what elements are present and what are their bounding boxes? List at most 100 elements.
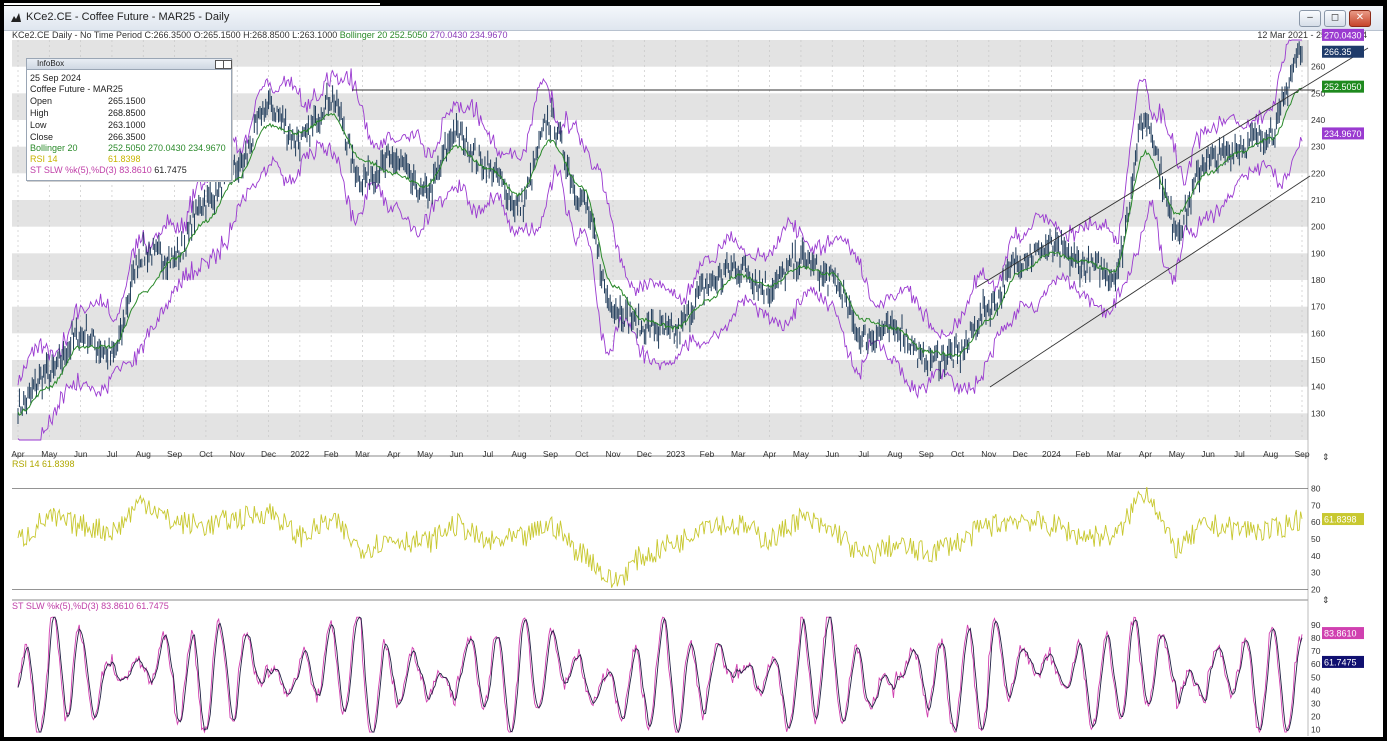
top-border <box>0 0 1387 6</box>
rsi-tick-label: 50 <box>1311 534 1321 544</box>
upper-band-badge: 270.0430 <box>1324 30 1362 40</box>
infobox-stoch-value: 83.8610 <box>119 165 152 175</box>
month-label: May <box>41 449 58 459</box>
bottom-border <box>0 737 1387 741</box>
window-titlebar[interactable]: KCe2.CE - Coffee Future - MAR25 - Daily … <box>4 6 1383 31</box>
right-border <box>1383 0 1387 741</box>
chart-info-line: KCe2.CE Daily - No Time Period C:266.350… <box>12 30 507 40</box>
lower-band-badge: 234.9670 <box>1324 129 1362 139</box>
month-label: Jul <box>107 449 118 459</box>
month-label: Jul <box>858 449 869 459</box>
stoch-tick-label: 70 <box>1311 646 1321 656</box>
rsi-tick-label: 60 <box>1311 517 1321 527</box>
close-price-badge: 266.35 <box>1324 47 1352 57</box>
month-label: May <box>1169 449 1186 459</box>
stoch-panel-label: ST SLW %k(5),%D(3) 83.8610 61.7475 <box>12 601 169 611</box>
month-label: Aug <box>887 449 902 459</box>
infobox-bollinger-value: 252.5050 270.0430 234.9670 <box>108 143 226 153</box>
ohlc-text: KCe2.CE Daily - No Time Period C:266.350… <box>12 30 338 40</box>
mid-band-badge-bg <box>1322 80 1364 93</box>
infobox-panel[interactable]: InfoBox 25 Sep 2024 Coffee Future - MAR2… <box>26 58 232 181</box>
stoch-d-badge: 61.7475 <box>1324 657 1357 667</box>
month-label: Nov <box>230 449 246 459</box>
price-tick-label: 200 <box>1311 222 1325 232</box>
price-grid-band <box>12 360 1308 387</box>
stoch-k-badge: 83.8610 <box>1324 629 1357 639</box>
close-button[interactable]: ✕ <box>1349 10 1371 27</box>
price-tick-label: 130 <box>1311 408 1325 418</box>
bollinger-mid-line <box>17 87 1303 416</box>
month-label: Apr <box>11 449 24 459</box>
month-label: Sep <box>919 449 934 459</box>
price-grid-band <box>12 413 1308 440</box>
panel-resize-handle: ⇕ <box>1322 452 1330 462</box>
restore-button[interactable]: ◻ <box>1324 10 1346 27</box>
stoch-tick-label: 90 <box>1311 620 1321 630</box>
month-label: Sep <box>167 449 182 459</box>
infobox-low-value: 263.1000 <box>108 120 146 130</box>
bollinger-mid-text: 252.5050 <box>389 30 428 40</box>
price-tick-label: 210 <box>1311 195 1325 205</box>
price-grid-band <box>12 253 1308 280</box>
infobox-rsi-value: 61.8398 <box>108 154 141 164</box>
month-label: Nov <box>605 449 621 459</box>
month-label: Jun <box>450 449 464 459</box>
month-label: May <box>417 449 434 459</box>
stoch-tick-label: 20 <box>1311 711 1321 721</box>
close-price-badge-bg <box>1322 45 1364 58</box>
month-label: Dec <box>261 449 277 459</box>
month-label: Sep <box>543 449 558 459</box>
stoch-k-line <box>17 616 1303 734</box>
month-label: 2023 <box>666 449 685 459</box>
price-tick-label: 260 <box>1311 62 1325 72</box>
bollinger-upper-text: 270.0430 <box>429 30 468 40</box>
left-border <box>0 0 4 741</box>
rsi-tick-label: 30 <box>1311 568 1321 578</box>
price-tick-label: 220 <box>1311 168 1325 178</box>
price-tick-label: 190 <box>1311 248 1325 258</box>
infobox-high-label: High <box>30 108 49 118</box>
bollinger-lower-line <box>17 137 1303 441</box>
month-label: Mar <box>1107 449 1122 459</box>
month-label: Aug <box>1263 449 1278 459</box>
rsi-tick-label: 70 <box>1311 500 1321 510</box>
stoch-tick-label: 10 <box>1311 724 1321 734</box>
stoch-tick-label: 60 <box>1311 659 1321 669</box>
stoch-tick-label: 40 <box>1311 685 1321 695</box>
month-label: Feb <box>1075 449 1090 459</box>
stoch-d-line <box>17 616 1303 734</box>
month-label: Jul <box>482 449 493 459</box>
month-label: Oct <box>199 449 213 459</box>
month-label: Dec <box>637 449 653 459</box>
infobox-open-label: Open <box>30 96 53 106</box>
rsi-panel-label: RSI 14 61.8398 <box>12 459 75 469</box>
month-label: 2024 <box>1042 449 1061 459</box>
month-label: Jul <box>1234 449 1245 459</box>
month-label: Feb <box>700 449 715 459</box>
month-label: Nov <box>981 449 997 459</box>
bollinger-label: Bollinger 20 <box>339 30 388 40</box>
month-label: Sep <box>1294 449 1309 459</box>
trend-channel-upper <box>976 47 1369 288</box>
stoch-d-badge-bg <box>1322 655 1364 668</box>
stoch-tick-label: 30 <box>1311 698 1321 708</box>
month-label: Jun <box>825 449 839 459</box>
infobox-close-button[interactable] <box>223 60 232 69</box>
rsi-tick-label: 80 <box>1311 483 1321 493</box>
infobox-date: 25 Sep 2024 <box>30 73 82 83</box>
date-range: 12 Mar 2021 - 25 Sep 2024 <box>1257 30 1367 40</box>
bollinger-lower-text: 234.9670 <box>469 30 508 40</box>
top-highlight <box>0 3 380 5</box>
month-label: Jun <box>1201 449 1215 459</box>
price-grid-band <box>12 200 1308 227</box>
rsi-badge: 61.8398 <box>1324 515 1357 525</box>
infobox-instrument: Coffee Future - MAR25 <box>30 84 123 94</box>
price-tick-label: 250 <box>1311 88 1325 98</box>
month-label: Aug <box>136 449 151 459</box>
rsi-tick-label: 40 <box>1311 551 1321 561</box>
month-label: Apr <box>1139 449 1152 459</box>
stoch-tick-label: 80 <box>1311 633 1321 643</box>
price-tick-label: 150 <box>1311 355 1325 365</box>
minimize-button[interactable]: – <box>1299 10 1321 27</box>
